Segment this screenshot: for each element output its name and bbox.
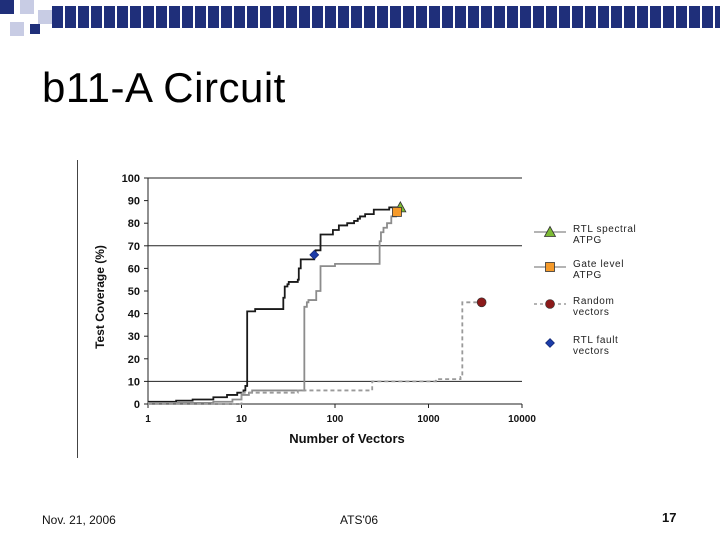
diamond-marker: [546, 339, 555, 348]
y-tick-label: 90: [128, 196, 140, 208]
y-tick-label: 60: [128, 263, 140, 275]
y-tick-label: 80: [128, 218, 140, 230]
legend-label: ATPG: [573, 235, 602, 246]
y-tick-label: 0: [134, 399, 140, 411]
legend-label: RTL spectral: [573, 224, 636, 235]
series-line: [148, 302, 482, 404]
footer-conference: ATS'06: [340, 513, 378, 527]
y-tick-label: 100: [122, 173, 140, 185]
y-tick-label: 50: [128, 286, 140, 298]
y-tick-label: 20: [128, 354, 140, 366]
y-tick-label: 40: [128, 309, 140, 321]
page-number: 17: [662, 510, 676, 525]
legend-label: Gate level: [573, 259, 624, 270]
legend-label: vectors: [573, 346, 609, 357]
x-tick-label: 100: [327, 414, 344, 425]
legend-label: Random: [573, 296, 614, 307]
series-line: [148, 212, 400, 403]
y-tick-label: 10: [128, 376, 140, 388]
diamond-marker: [310, 250, 319, 259]
legend-label: ATPG: [573, 270, 602, 281]
footer-date: Nov. 21, 2006: [42, 513, 116, 527]
legend-label: vectors: [573, 307, 609, 318]
x-tick-label: 1000: [417, 414, 440, 425]
y-tick-label: 30: [128, 331, 140, 343]
x-axis-title: Number of Vectors: [289, 431, 405, 446]
x-tick-label: 10: [236, 414, 248, 425]
series-line: [148, 207, 400, 401]
y-tick-label: 70: [128, 241, 140, 253]
x-tick-label: 1: [145, 414, 151, 425]
circle-marker: [546, 300, 555, 309]
x-tick-label: 10000: [508, 414, 536, 425]
square-marker: [392, 207, 401, 216]
y-axis-title: Test Coverage (%): [93, 245, 107, 349]
circle-marker: [477, 298, 486, 307]
square-marker: [546, 263, 555, 272]
legend-label: RTL fault: [573, 335, 618, 346]
